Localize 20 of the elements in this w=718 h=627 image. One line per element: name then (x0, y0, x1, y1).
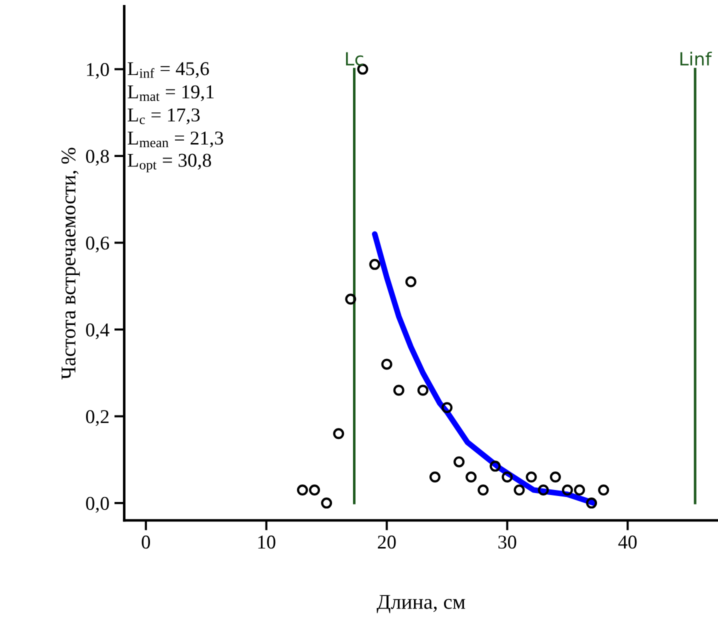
y-tick-label: 0,2 (86, 410, 109, 426)
y-axis-title: Частота встречаемости, % (61, 148, 80, 380)
x-tick-label: 10 (258, 536, 276, 549)
y-tick-label: 0,0 (86, 496, 109, 513)
annotation: L$_{mean}$ = 21,3 (128, 132, 224, 148)
x-tick-label: 40 (618, 536, 637, 549)
annotation: L$_{mat}$ = 19,1 (128, 85, 214, 102)
x-tick-label: 0 (142, 536, 150, 549)
y-tick-label: 0,4 (86, 323, 110, 340)
annotation: L$_{c}$ = 17,3 (128, 108, 200, 124)
y-tick-label: 0,6 (86, 236, 110, 252)
x-tick-label: 20 (378, 536, 396, 549)
ref-line-label: Linf (680, 52, 712, 66)
annotation: L$_{opt}$ = 30,8 (128, 154, 212, 172)
ref-line-label: Lc (346, 52, 364, 66)
annotation: L$_{inf}$ = 45,6 (128, 62, 209, 78)
x-axis-title: Длина, см (376, 595, 466, 614)
y-tick-label: 1,0 (87, 62, 109, 79)
y-tick-label: 0,8 (86, 150, 109, 166)
x-tick-label: 30 (498, 536, 516, 549)
